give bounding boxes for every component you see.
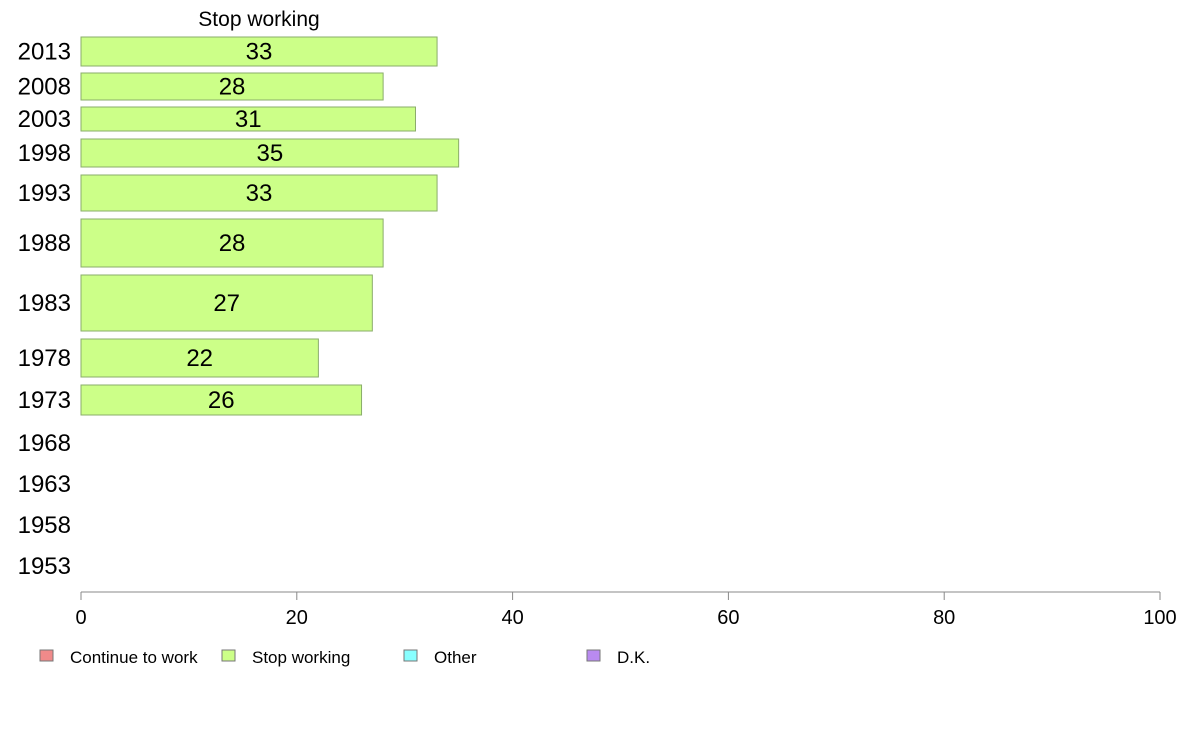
x-tick-label: 0 xyxy=(75,607,86,629)
x-tick-label: 20 xyxy=(286,607,308,629)
x-tick-label: 100 xyxy=(1143,607,1176,629)
category-label: 1963 xyxy=(18,471,71,498)
legend-swatch xyxy=(586,649,601,662)
category-label: 1953 xyxy=(18,553,71,580)
bar-value-label: 26 xyxy=(208,387,235,414)
category-label: 1968 xyxy=(18,430,71,457)
bar-value-label: 33 xyxy=(246,180,273,207)
legend-label: Other xyxy=(434,648,477,667)
bar-value-label: 27 xyxy=(213,290,240,317)
category-label: 1978 xyxy=(18,345,71,372)
category-label: 1998 xyxy=(18,140,71,167)
category-label: 1958 xyxy=(18,512,71,539)
bar xyxy=(80,72,384,101)
category-label: 1983 xyxy=(18,290,71,317)
x-tick-label: 60 xyxy=(717,607,739,629)
x-tick-label: 40 xyxy=(501,607,523,629)
legend-label: Stop working xyxy=(252,648,350,667)
bar xyxy=(80,338,319,378)
category-label: 2013 xyxy=(18,39,71,66)
category-labels: 2013 2008 2003 1998 1993 1988 1983 1978 1973 1968… xyxy=(18,39,71,581)
category-label: 2003 xyxy=(18,106,71,133)
bar xyxy=(80,106,416,132)
legend-label: D.K. xyxy=(617,648,650,667)
bar xyxy=(80,138,460,168)
category-label: 1993 xyxy=(18,180,71,207)
x-tick-label: 80 xyxy=(933,607,955,629)
bar xyxy=(80,218,384,268)
legend-label: Continue to work xyxy=(70,648,198,667)
bar xyxy=(80,274,373,332)
bar-value-label: 33 xyxy=(246,39,273,66)
bar-value-label: 22 xyxy=(186,345,213,372)
category-label: 2008 xyxy=(18,74,71,101)
bar-value-label: 31 xyxy=(235,106,262,133)
legend-swatch xyxy=(39,649,54,662)
bar xyxy=(80,174,438,212)
x-axis: 0 20 40 60 80 100 xyxy=(75,591,1177,629)
category-label: 1973 xyxy=(18,387,71,414)
category-label: 1988 xyxy=(18,230,71,257)
chart-title: Stop working xyxy=(198,8,319,31)
bar xyxy=(80,36,438,67)
bar-value-label: 28 xyxy=(219,74,246,101)
legend-swatch xyxy=(221,649,236,662)
bar xyxy=(80,384,363,416)
bar-value-label: 35 xyxy=(256,140,283,167)
bar-value-label: 28 xyxy=(219,230,246,257)
legend: Continue to work Stop working Other D.K. xyxy=(39,648,650,667)
legend-swatch xyxy=(403,649,418,662)
